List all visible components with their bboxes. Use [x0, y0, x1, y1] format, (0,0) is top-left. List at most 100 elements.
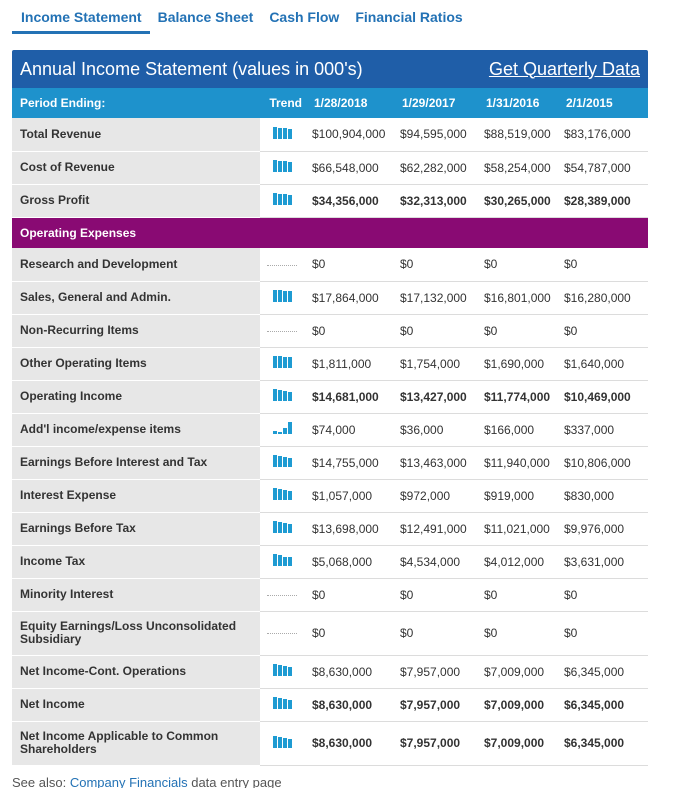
- trend-sparkline: [260, 183, 308, 218]
- sparkline-bar: [282, 490, 287, 500]
- value-cell: $830,000: [560, 479, 648, 513]
- sparkline-bar: [272, 554, 277, 566]
- date-column-header: 1/29/2017: [402, 96, 456, 110]
- row-label: Net Income: [12, 687, 260, 722]
- value-cell: $972,000: [396, 479, 480, 513]
- trend-column-header: Trend: [269, 96, 302, 110]
- sparkline-bar: [287, 422, 292, 434]
- value-cell: $6,345,000: [560, 655, 648, 689]
- value-cell: $1,754,000: [396, 347, 480, 381]
- row-label: Minority Interest: [12, 578, 260, 612]
- value-cell: $9,976,000: [560, 512, 648, 546]
- row-label: Cost of Revenue: [12, 151, 260, 185]
- value-cell: $7,957,000: [396, 721, 480, 766]
- value-cell: $10,469,000: [560, 379, 648, 414]
- trend-sparkline: [260, 446, 308, 480]
- value-cell: $32,313,000: [396, 183, 480, 218]
- sparkline-bar: [282, 699, 287, 709]
- value-cell: $337,000: [560, 413, 648, 447]
- sparkline-bar: [272, 193, 277, 205]
- row-label: Equity Earnings/Loss Unconsolidated Subs…: [12, 611, 260, 656]
- value-cell: $0: [308, 611, 396, 656]
- trend-sparkline: [260, 545, 308, 579]
- panel-title: Annual Income Statement (values in 000's…: [20, 58, 363, 79]
- value-cell: $3,631,000: [560, 545, 648, 579]
- sparkline-bar: [282, 161, 287, 172]
- sparkline-bar: [272, 521, 277, 533]
- value-cell: $5,068,000: [308, 545, 396, 579]
- value-cell: $16,801,000: [480, 281, 560, 315]
- value-cell: $6,345,000: [560, 721, 648, 766]
- footer-prefix: See also:: [12, 775, 70, 788]
- see-also-footer: See also: Company Financials data entry …: [12, 775, 282, 788]
- value-cell: $28,389,000: [560, 183, 648, 218]
- value-cell: $0: [480, 248, 560, 282]
- sparkline-bar: [272, 735, 277, 748]
- sparkline-bar: [282, 194, 287, 205]
- trend-sparkline: [260, 347, 308, 381]
- sparkline-bars: [272, 455, 292, 467]
- value-cell: $1,057,000: [308, 479, 396, 513]
- sparkline-bar: [287, 557, 292, 566]
- sparkline-bar: [272, 356, 277, 368]
- trend-flat-line: [267, 594, 297, 596]
- sparkline-bar: [282, 557, 287, 566]
- tab-balance-sheet[interactable]: Balance Sheet: [157, 9, 254, 25]
- sparkline-bars: [272, 521, 292, 533]
- sparkline-bar: [287, 667, 292, 676]
- company-financials-link[interactable]: Company Financials: [69, 775, 188, 788]
- sparkline-bar: [277, 194, 282, 205]
- sparkline-bar: [282, 357, 287, 368]
- row-label: Earnings Before Tax: [12, 512, 260, 546]
- sparkline-bar: [272, 389, 277, 401]
- row-label: Operating Income: [12, 379, 260, 414]
- sparkline-bar: [287, 128, 292, 139]
- sparkline-bar: [277, 127, 282, 139]
- section-label: Operating Expenses: [12, 217, 648, 248]
- value-cell: $0: [560, 611, 648, 656]
- sparkline-bar: [277, 456, 282, 467]
- trend-flat-line: [267, 264, 297, 266]
- tab-cash-flow[interactable]: Cash Flow: [269, 9, 340, 25]
- tab-bar: Income Statement Balance Sheet Cash Flow Fi…: [12, 0, 471, 34]
- sparkline-bar: [277, 555, 282, 566]
- value-cell: $0: [308, 248, 396, 282]
- table-row: Net Income $8,630,000 $7,957,000 $7,009,000…: [12, 687, 648, 722]
- sparkline-bar: [272, 697, 277, 709]
- value-cell: $17,132,000: [396, 281, 480, 315]
- value-cell: $30,265,000: [480, 183, 560, 218]
- get-quarterly-data-link[interactable]: Get Quarterly Data: [488, 58, 640, 79]
- table-row: Net Income Applicable to Common Sharehol…: [12, 721, 648, 766]
- table-row: Net Income-Cont. Operations $8,630,000 $7,…: [12, 655, 648, 689]
- value-cell: $12,491,000: [396, 512, 480, 546]
- tab-financial-ratios[interactable]: Financial Ratios: [355, 9, 463, 25]
- tab-income-statement[interactable]: Income Statement: [12, 0, 150, 34]
- trend-sparkline: [260, 479, 308, 513]
- table-row: Gross Profit $34,356,000 $32,313,000 $30,26…: [12, 183, 648, 218]
- value-cell: $7,009,000: [480, 721, 560, 766]
- value-cell: $11,021,000: [480, 512, 560, 546]
- sparkline-bars: [272, 735, 292, 748]
- trend-sparkline: [260, 687, 308, 722]
- sparkline-bar: [277, 736, 282, 748]
- row-label: Sales, General and Admin.: [12, 281, 260, 315]
- value-cell: $83,176,000: [560, 118, 648, 152]
- sparkline-bar: [282, 391, 287, 401]
- sparkline-bar: [277, 161, 282, 172]
- table-row: Interest Expense $1,057,000 $972,000 $919,0…: [12, 479, 648, 513]
- row-label: Total Revenue: [12, 118, 260, 152]
- table-row: Non-Recurring Items $0 $0 $0 $0: [12, 314, 648, 348]
- income-statement-table: Period Ending: Trend 1/28/2018 1/29/2017…: [12, 88, 648, 766]
- row-label: Add'l income/expense items: [12, 413, 260, 447]
- value-cell: $4,012,000: [480, 545, 560, 579]
- value-cell: $66,548,000: [308, 151, 396, 185]
- value-cell: $94,595,000: [396, 118, 480, 152]
- value-cell: $13,698,000: [308, 512, 396, 546]
- sparkline-bars: [272, 356, 292, 368]
- sparkline-bars: [272, 664, 292, 676]
- sparkline-bar: [287, 357, 292, 368]
- trend-sparkline: [260, 413, 308, 447]
- sparkline-bar: [287, 524, 292, 533]
- sparkline-bar: [282, 291, 287, 302]
- value-cell: $14,755,000: [308, 446, 396, 480]
